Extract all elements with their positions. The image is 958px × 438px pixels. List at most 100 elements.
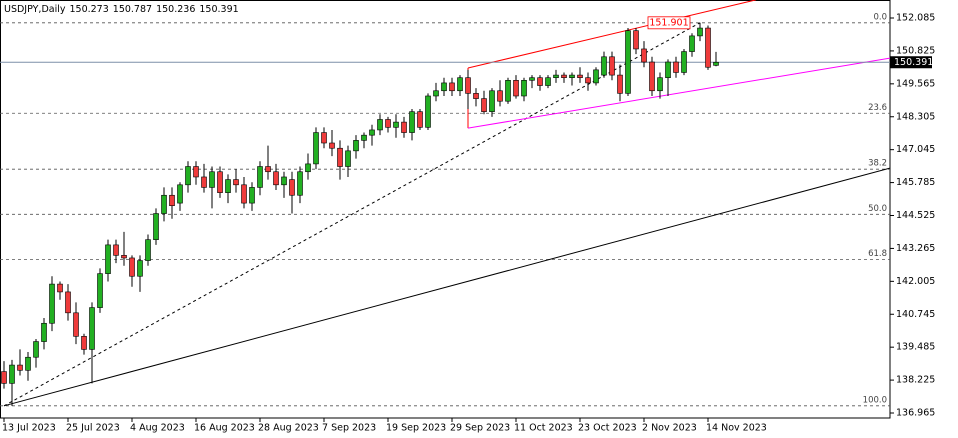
candle-body [617,74,623,94]
candle-body [297,171,303,196]
candle-body [89,307,95,350]
current-price-label: 150.391 [894,57,933,68]
candle-body [561,74,567,78]
candle-body [529,77,535,81]
candle-body [601,56,607,76]
candle-body [97,273,103,308]
candle-body [641,48,647,63]
candle-body [193,166,199,178]
candle-body [585,77,591,84]
candle-body [537,77,543,86]
fib-label: 61.8 [868,249,887,259]
y-tick-label: 139.485 [896,342,935,353]
candle-body [401,121,407,133]
candle-body [321,132,327,144]
candle-body [177,184,183,204]
candle-body [49,283,55,324]
candle-body [673,61,679,73]
x-tick-label: 23 Oct 2023 [578,423,637,434]
candle-body [9,364,15,384]
x-tick-label: 4 Aug 2023 [130,423,185,434]
candle-body [713,61,719,66]
y-tick-label: 140.745 [896,309,935,320]
candle-body [545,77,551,86]
candle-body [161,194,167,214]
x-tick-label: 16 Aug 2023 [194,423,255,434]
candle-body [689,35,695,52]
header-value: 150.236 [156,4,195,15]
candle-body [153,213,159,240]
current-price-tag [890,56,932,69]
candle-body [201,176,207,188]
high-marker-label: 151.901 [649,17,688,28]
candle-body [313,132,319,165]
fib-label: 50.0 [868,204,887,214]
trend-line [467,57,890,129]
trend-line [467,0,757,69]
x-tick-label: 13 Jul 2023 [2,423,56,434]
candle-body [425,95,431,128]
candle-body [489,90,495,112]
candle-body [409,111,415,133]
candle-body [105,244,111,274]
candle-body [265,166,271,173]
candle-body [705,27,711,68]
candle-body [1,371,7,384]
candle-body [41,322,47,342]
candle-body [457,77,463,92]
candle-body [73,312,79,337]
candle-body [681,51,687,73]
candle-body [441,82,447,92]
high-marker-box [647,16,691,30]
header-value: 150.273 [69,4,108,15]
trend-line [3,22,701,407]
candle-body [225,179,231,193]
plot-frame [0,0,891,419]
candle-body [209,171,215,188]
candle-body [577,74,583,78]
y-tick-label: 138.225 [896,375,935,386]
candle-body [217,171,223,193]
y-tick-label: 142.005 [896,276,935,287]
y-tick-label: 149.565 [896,78,935,89]
header-symbol: USDJPY,Daily [4,4,66,15]
candle-body [393,121,399,128]
candle-body [593,69,599,84]
candle-body [625,30,631,94]
header-value: 150.391 [199,4,238,15]
candle-body [57,283,63,293]
candle-body [609,56,615,76]
candle-body [553,74,559,78]
candle-body [273,171,279,186]
candle-body [361,134,367,141]
y-tick-label: 147.045 [896,144,935,155]
x-tick-label: 11 Oct 2023 [514,423,573,434]
candle-body [25,356,31,371]
x-tick-label: 2 Nov 2023 [642,423,697,434]
x-tick-label: 25 Jul 2023 [66,423,120,434]
trend-line [3,167,890,407]
candle-body [121,255,127,259]
candle-body [65,291,71,314]
candle-body [513,80,519,97]
candle-body [241,184,247,204]
x-tick-label: 29 Sep 2023 [450,423,510,434]
plot-area [0,0,890,407]
candle-body [417,111,423,128]
candle-body [257,166,263,188]
y-tick-label: 150.825 [896,45,935,56]
y-tick-label: 143.265 [896,243,935,254]
y-tick-label: 152.085 [896,13,935,24]
candle-body [665,61,671,78]
candle-body [521,80,527,97]
candle-body [345,150,351,167]
candle-body [305,163,311,173]
candle-body [129,257,135,277]
candle-body [329,142,335,149]
fib-label: 23.6 [868,103,887,113]
candle-body [353,140,359,152]
candle-body [657,77,663,92]
candle-body [449,82,455,92]
header: USDJPY,Daily 150.273 150.787 150.236 150.391 [4,4,239,15]
